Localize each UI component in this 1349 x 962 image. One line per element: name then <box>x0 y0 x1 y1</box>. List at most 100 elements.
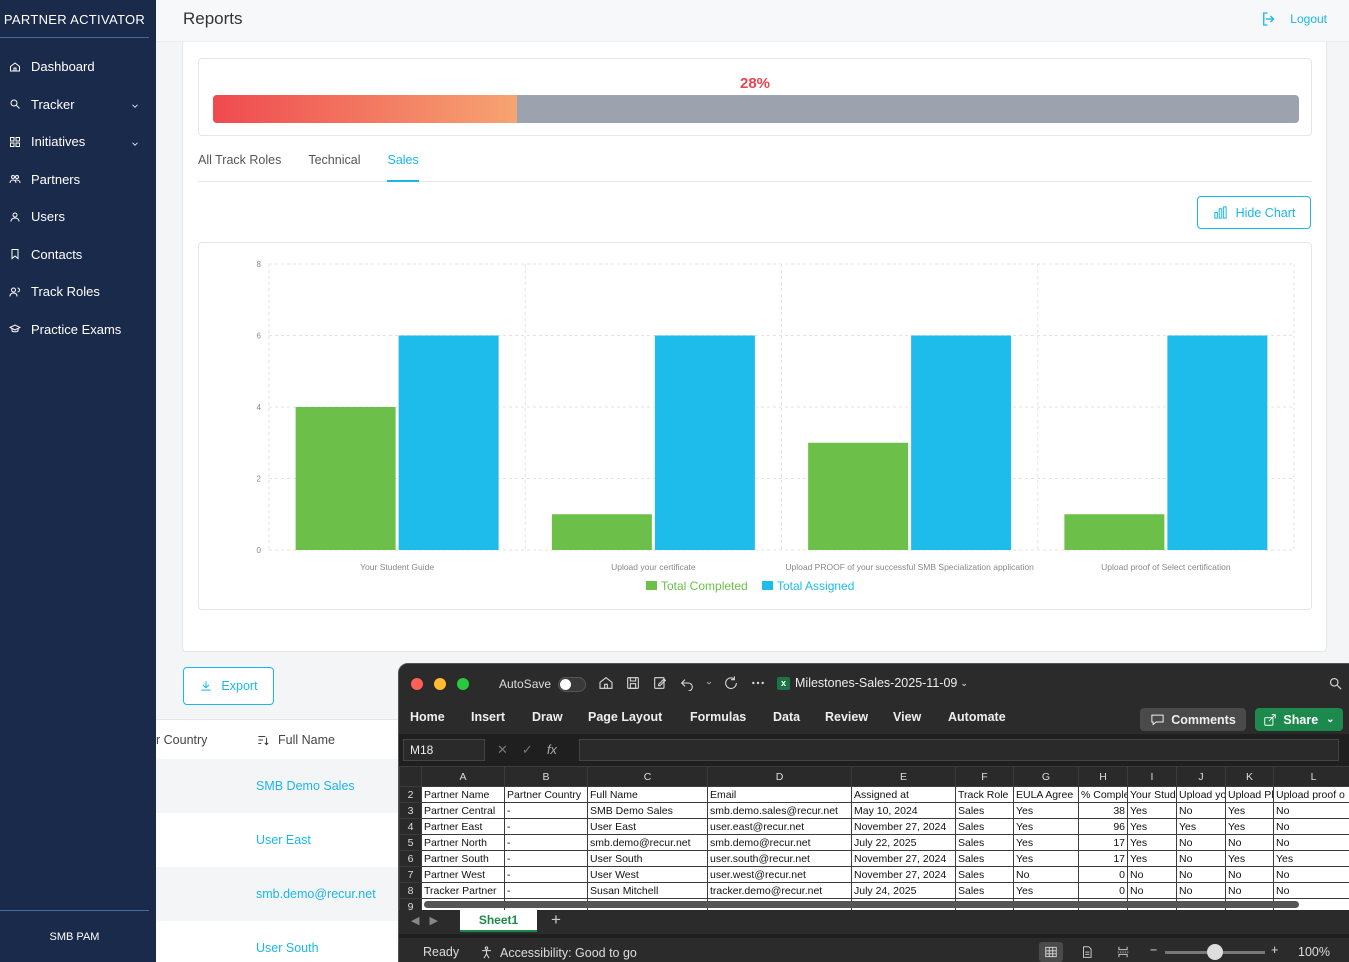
sheet-cell[interactable]: Yes <box>1013 834 1079 851</box>
column-header-country[interactable]: r Country <box>156 733 208 747</box>
sheet-cell[interactable]: user.west@recur.net <box>707 866 852 883</box>
undo-dropdown-icon[interactable] <box>705 674 713 692</box>
sidebar-item-track-roles[interactable]: Track Roles <box>0 273 156 311</box>
sheet-cell[interactable]: Sales <box>955 882 1014 899</box>
sheet-cell[interactable]: - <box>504 834 588 851</box>
sheet-cell[interactable]: Yes <box>1013 818 1079 835</box>
tab-technical[interactable]: Technical <box>308 153 361 167</box>
sheet-cell[interactable]: Your Stud <box>1127 786 1177 803</box>
sheet-cell[interactable]: Yes <box>1225 802 1274 819</box>
sheet-cell[interactable]: No <box>1273 818 1349 835</box>
zoom-in-button[interactable]: + <box>1271 943 1279 957</box>
cancel-icon[interactable]: ✕ <box>497 742 508 757</box>
sheet-tab-sheet1[interactable]: Sheet1 <box>460 910 537 932</box>
full-name-link[interactable]: smb.demo@recur.net <box>256 887 376 901</box>
sheet-cell[interactable]: smb.demo@recur.net <box>707 834 852 851</box>
row-header[interactable]: 5 <box>399 834 422 851</box>
sheet-cell[interactable]: November 27, 2024 <box>851 850 956 867</box>
sheet-cell[interactable]: 96 <box>1078 818 1128 835</box>
ribbon-tab-home[interactable]: Home <box>410 710 445 724</box>
sheet-cell[interactable]: May 10, 2024 <box>851 802 956 819</box>
row-header[interactable]: 7 <box>399 866 422 883</box>
sheet-cell[interactable]: smb.demo.sales@recur.net <box>707 802 852 819</box>
zoom-slider-thumb[interactable] <box>1207 944 1223 960</box>
tab-all-track-roles[interactable]: All Track Roles <box>198 153 282 167</box>
sheet-cell[interactable]: No <box>1176 882 1226 899</box>
sheet-cell[interactable]: Yes <box>1127 850 1177 867</box>
sheet-cell[interactable]: EULA Agree <box>1013 786 1079 803</box>
row-header[interactable]: 3 <box>399 802 422 819</box>
full-name-link[interactable]: SMB Demo Sales <box>256 779 355 793</box>
sidebar-item-tracker[interactable]: Tracker <box>0 86 156 124</box>
sheet-cell[interactable]: No <box>1225 834 1274 851</box>
row-header[interactable]: 4 <box>399 818 422 835</box>
horizontal-scrollbar[interactable] <box>424 901 1299 908</box>
sheet-cell[interactable]: Tracker Partner <box>421 882 505 899</box>
more-icon[interactable] <box>749 674 767 692</box>
logout-button[interactable]: Logout <box>1260 10 1327 28</box>
row-header[interactable]: 2 <box>399 786 422 803</box>
sheet-cell[interactable]: Upload yo <box>1176 786 1226 803</box>
sheet-cell[interactable]: - <box>504 882 588 899</box>
sheet-cell[interactable]: No <box>1225 866 1274 883</box>
sheet-cell[interactable]: July 22, 2025 <box>851 834 956 851</box>
row-header[interactable]: 8 <box>399 882 422 899</box>
zoom-level[interactable]: 100% <box>1298 945 1330 959</box>
ribbon-tab-review[interactable]: Review <box>825 710 869 724</box>
column-header[interactable]: H <box>1078 766 1128 787</box>
sheet-cell[interactable]: No <box>1176 802 1226 819</box>
function-icon[interactable]: fx <box>546 742 557 757</box>
sheet-cell[interactable]: No <box>1176 850 1226 867</box>
sheet-cell[interactable]: Yes <box>1225 850 1274 867</box>
sheet-cell[interactable]: user.south@recur.net <box>707 850 852 867</box>
column-header[interactable]: G <box>1013 766 1079 787</box>
home-icon[interactable] <box>597 674 615 692</box>
sheet-cell[interactable]: User West <box>587 866 708 883</box>
full-name-link[interactable]: User South <box>256 941 319 955</box>
comments-button[interactable]: Comments <box>1140 708 1246 731</box>
ribbon-tab-data[interactable]: Data <box>773 710 801 724</box>
sheet-cell[interactable]: Sales <box>955 866 1014 883</box>
sheet-cell[interactable]: SMB Demo Sales <box>587 802 708 819</box>
sheet-cell[interactable]: Partner Country <box>504 786 588 803</box>
sheet-cell[interactable]: Susan Mitchell <box>587 882 708 899</box>
ribbon-tab-draw[interactable]: Draw <box>532 710 563 724</box>
sidebar-item-dashboard[interactable]: Dashboard <box>0 48 156 86</box>
sheet-cell[interactable]: Yes <box>1127 802 1177 819</box>
column-header[interactable]: E <box>851 766 956 787</box>
sheet-cell[interactable]: User East <box>587 818 708 835</box>
sheet-cell[interactable]: Yes <box>1127 834 1177 851</box>
hide-chart-button[interactable]: Hide Chart <box>1197 196 1311 229</box>
sheet-cell[interactable]: Full Name <box>587 786 708 803</box>
sheet-cell[interactable]: Track Role <box>955 786 1014 803</box>
redo-icon[interactable] <box>722 674 740 692</box>
sheet-cell[interactable]: Sales <box>955 850 1014 867</box>
sheet-cell[interactable]: 38 <box>1078 802 1128 819</box>
ribbon-tab-formulas[interactable]: Formulas <box>690 710 747 724</box>
sidebar-item-partners[interactable]: Partners <box>0 161 156 199</box>
zoom-out-button[interactable]: − <box>1150 943 1158 957</box>
column-header[interactable]: K <box>1225 766 1274 787</box>
sidebar-item-practice-exams[interactable]: Practice Exams <box>0 311 156 349</box>
column-header[interactable]: F <box>955 766 1014 787</box>
undo-icon[interactable] <box>678 674 696 692</box>
accessibility-status[interactable]: Accessibility: Good to go <box>479 945 637 960</box>
sheet-cell[interactable]: Yes <box>1273 850 1349 867</box>
ribbon-tab-page-layout[interactable]: Page Layout <box>588 710 663 724</box>
page-layout-view-icon[interactable] <box>1075 942 1099 962</box>
save-icon[interactable] <box>624 674 642 692</box>
sheet-cell[interactable]: User South <box>587 850 708 867</box>
sheet-cell[interactable]: Yes <box>1176 818 1226 835</box>
sheet-cell[interactable]: 17 <box>1078 834 1128 851</box>
ribbon-tab-automate[interactable]: Automate <box>948 710 1006 724</box>
export-button[interactable]: Export <box>183 667 274 705</box>
sheet-cell[interactable]: Partner North <box>421 834 505 851</box>
search-icon[interactable] <box>1328 676 1343 694</box>
page-break-view-icon[interactable] <box>1111 942 1135 962</box>
add-sheet-button[interactable]: + <box>551 910 561 929</box>
column-header-full-name[interactable]: Full Name <box>256 733 335 747</box>
sheet-cell[interactable]: Partner South <box>421 850 505 867</box>
sheet-cell[interactable]: - <box>504 850 588 867</box>
share-button[interactable]: Share ⌄ <box>1255 708 1343 731</box>
sheet-cell[interactable]: 0 <box>1078 882 1128 899</box>
